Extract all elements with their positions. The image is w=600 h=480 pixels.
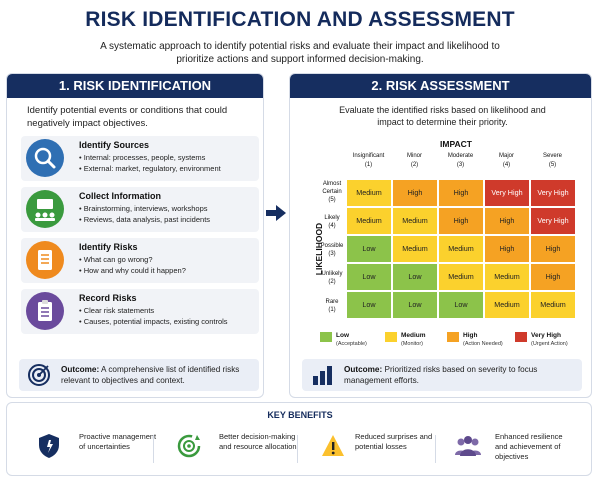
step-bullet: • Internal: processes, people, systems bbox=[79, 153, 206, 162]
magnifier-icon bbox=[26, 139, 64, 177]
arrow-right-icon bbox=[266, 205, 286, 221]
step-title: Record Risks bbox=[79, 293, 137, 303]
risk-matrix: Medium High High Very High Very High Medium Me… bbox=[346, 179, 578, 319]
matrix-cell: High bbox=[530, 263, 576, 291]
bar-chart-icon bbox=[312, 365, 334, 385]
step-bullet: • External: market, regulatory, environm… bbox=[79, 164, 221, 173]
key-benefits-panel: KEY BENEFITS Proactive management of unc… bbox=[6, 402, 592, 476]
meeting-icon bbox=[26, 190, 64, 228]
step-bullet: • Causes, potential impacts, existing co… bbox=[79, 317, 228, 326]
step-bullet: • Clear risk statements bbox=[79, 306, 155, 315]
likelihood-level: Likely (4) bbox=[324, 215, 340, 229]
matrix-cell: Low bbox=[392, 291, 438, 319]
likelihood-level: Possible (3) bbox=[320, 243, 344, 257]
risk-assessment-panel: 2. RISK ASSESSMENT Evaluate the identifi… bbox=[289, 73, 592, 398]
matrix-cell: Medium bbox=[530, 291, 576, 319]
risk-assessment-heading: 2. RISK ASSESSMENT bbox=[290, 74, 591, 98]
impact-level: Minor (2) bbox=[406, 153, 422, 168]
impact-level: Major (4) bbox=[498, 153, 514, 168]
step-title: Identify Risks bbox=[79, 242, 138, 252]
benefit-item: Enhanced resilience and achievement of o… bbox=[423, 431, 563, 469]
benefit-text: Proactive management of uncertainties bbox=[79, 432, 157, 451]
matrix-cell: Medium bbox=[438, 263, 484, 291]
outcome-text: A comprehensive list of identified risks… bbox=[61, 365, 240, 385]
step-title: Collect Information bbox=[79, 191, 162, 201]
likelihood-level: Unlikely (2) bbox=[321, 271, 343, 285]
matrix-cell: Medium bbox=[392, 235, 438, 263]
matrix-cell: Low bbox=[346, 291, 392, 319]
divider bbox=[297, 435, 298, 463]
impact-level: Insignificant (1) bbox=[352, 153, 385, 168]
benefit-item: Better decision-making and resource allo… bbox=[147, 431, 297, 469]
matrix-cell: Low bbox=[438, 291, 484, 319]
benefit-text: Reduced surprises and potential losses bbox=[355, 432, 433, 451]
likelihood-level: Almost Certain (5) bbox=[322, 181, 342, 203]
target-refresh-icon bbox=[177, 433, 201, 459]
key-benefits-heading: KEY BENEFITS bbox=[267, 410, 333, 420]
step-identify-sources: Identify Sources • Internal: processes, … bbox=[21, 136, 259, 181]
legend-swatch bbox=[320, 332, 332, 342]
shield-icon bbox=[37, 433, 61, 459]
outcome-text: Prioritized risks based on severity to f… bbox=[344, 365, 538, 385]
checklist-icon bbox=[26, 241, 64, 279]
assessment-intro: Evaluate the identified risks based on l… bbox=[339, 105, 546, 127]
matrix-cell: Medium bbox=[484, 291, 530, 319]
matrix-cell: High bbox=[438, 179, 484, 207]
step-bullet: • What can go wrong? bbox=[79, 255, 153, 264]
likelihood-level: Rare (1) bbox=[325, 299, 339, 313]
legend-swatch bbox=[515, 332, 527, 342]
benefit-text: Better decision-making and resource allo… bbox=[219, 432, 297, 451]
benefit-item: Proactive management of uncertainties bbox=[7, 431, 156, 469]
matrix-cell: High bbox=[530, 235, 576, 263]
matrix-cell: Low bbox=[346, 263, 392, 291]
risk-identification-panel: 1. RISK IDENTIFICATION Identify potentia… bbox=[6, 73, 264, 398]
outcome-label: Outcome: bbox=[61, 365, 100, 374]
target-icon bbox=[27, 363, 51, 387]
step-bullet: • Brainstorming, interviews, workshops bbox=[79, 204, 208, 213]
step-identify-risks: Identify Risks • What can go wrong? • Ho… bbox=[21, 238, 259, 283]
matrix-cell: Very High bbox=[530, 207, 576, 235]
step-bullet: • How and why could it happen? bbox=[79, 266, 186, 275]
clipboard-icon bbox=[26, 292, 64, 330]
matrix-cell: Medium bbox=[392, 207, 438, 235]
legend-swatch bbox=[385, 332, 397, 342]
divider bbox=[153, 435, 154, 463]
impact-level: Moderate (3) bbox=[447, 153, 474, 168]
matrix-cell: Medium bbox=[346, 179, 392, 207]
assessment-outcome: Outcome: Prioritized risks based on seve… bbox=[302, 359, 582, 391]
outcome-label: Outcome: bbox=[344, 365, 383, 374]
impact-axis-label: IMPACT bbox=[440, 139, 472, 149]
matrix-cell: Very High bbox=[530, 179, 576, 207]
divider bbox=[435, 435, 436, 463]
legend-swatch bbox=[447, 332, 459, 342]
matrix-cell: Low bbox=[392, 263, 438, 291]
identification-outcome: Outcome: A comprehensive list of identif… bbox=[19, 359, 259, 391]
step-bullet: • Reviews, data analysis, past incidents bbox=[79, 215, 211, 224]
matrix-cell: Medium bbox=[484, 263, 530, 291]
step-collect-information: Collect Information • Brainstorming, int… bbox=[21, 187, 259, 232]
matrix-cell: Low bbox=[346, 235, 392, 263]
matrix-cell: High bbox=[438, 207, 484, 235]
step-record-risks: Record Risks • Clear risk statements • C… bbox=[21, 289, 259, 334]
warning-icon bbox=[321, 433, 345, 459]
matrix-cell: High bbox=[484, 207, 530, 235]
identification-intro: Identify potential events or conditions … bbox=[27, 105, 228, 129]
matrix-cell: Medium bbox=[346, 207, 392, 235]
impact-level: Severe (5) bbox=[542, 153, 562, 168]
page-subtitle: A systematic approach to identify potent… bbox=[100, 41, 500, 65]
matrix-cell: High bbox=[392, 179, 438, 207]
matrix-cell: High bbox=[484, 235, 530, 263]
benefit-item: Reduced surprises and potential losses bbox=[291, 431, 432, 469]
risk-identification-heading: 1. RISK IDENTIFICATION bbox=[7, 74, 263, 98]
people-icon bbox=[453, 433, 481, 459]
benefit-text: Enhanced resilience and achievement of o… bbox=[495, 432, 563, 461]
matrix-cell: Very High bbox=[484, 179, 530, 207]
matrix-cell: Medium bbox=[438, 235, 484, 263]
page-title: RISK IDENTIFICATION AND ASSESSMENT bbox=[85, 8, 515, 31]
step-title: Identify Sources bbox=[79, 140, 150, 150]
